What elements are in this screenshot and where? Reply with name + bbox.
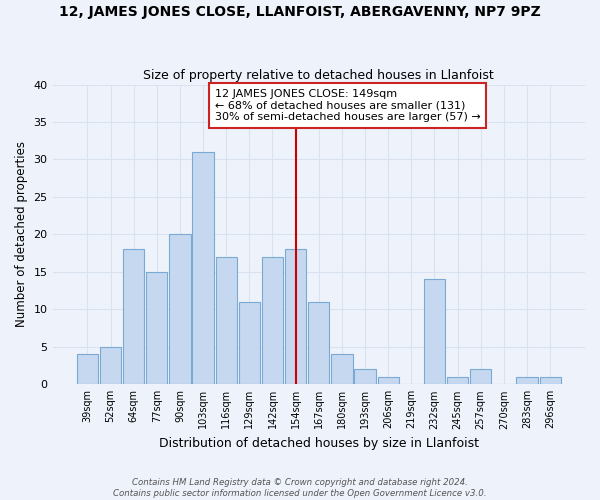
Bar	[331, 354, 353, 384]
Y-axis label: Number of detached properties: Number of detached properties	[15, 142, 28, 328]
Bar	[447, 377, 468, 384]
Bar	[539, 377, 561, 384]
X-axis label: Distribution of detached houses by size in Llanfoist: Distribution of detached houses by size …	[159, 437, 479, 450]
Bar	[239, 302, 260, 384]
Title: Size of property relative to detached houses in Llanfoist: Size of property relative to detached ho…	[143, 69, 494, 82]
Bar	[146, 272, 167, 384]
Text: 12 JAMES JONES CLOSE: 149sqm
← 68% of detached houses are smaller (131)
30% of s: 12 JAMES JONES CLOSE: 149sqm ← 68% of de…	[215, 89, 481, 122]
Bar	[193, 152, 214, 384]
Text: Contains HM Land Registry data © Crown copyright and database right 2024.
Contai: Contains HM Land Registry data © Crown c…	[113, 478, 487, 498]
Bar	[123, 250, 145, 384]
Bar	[377, 377, 399, 384]
Bar	[100, 347, 121, 385]
Bar	[77, 354, 98, 384]
Bar	[285, 250, 306, 384]
Bar	[517, 377, 538, 384]
Bar	[169, 234, 191, 384]
Bar	[424, 280, 445, 384]
Text: 12, JAMES JONES CLOSE, LLANFOIST, ABERGAVENNY, NP7 9PZ: 12, JAMES JONES CLOSE, LLANFOIST, ABERGA…	[59, 5, 541, 19]
Bar	[308, 302, 329, 384]
Bar	[355, 370, 376, 384]
Bar	[470, 370, 491, 384]
Bar	[262, 257, 283, 384]
Bar	[215, 257, 237, 384]
